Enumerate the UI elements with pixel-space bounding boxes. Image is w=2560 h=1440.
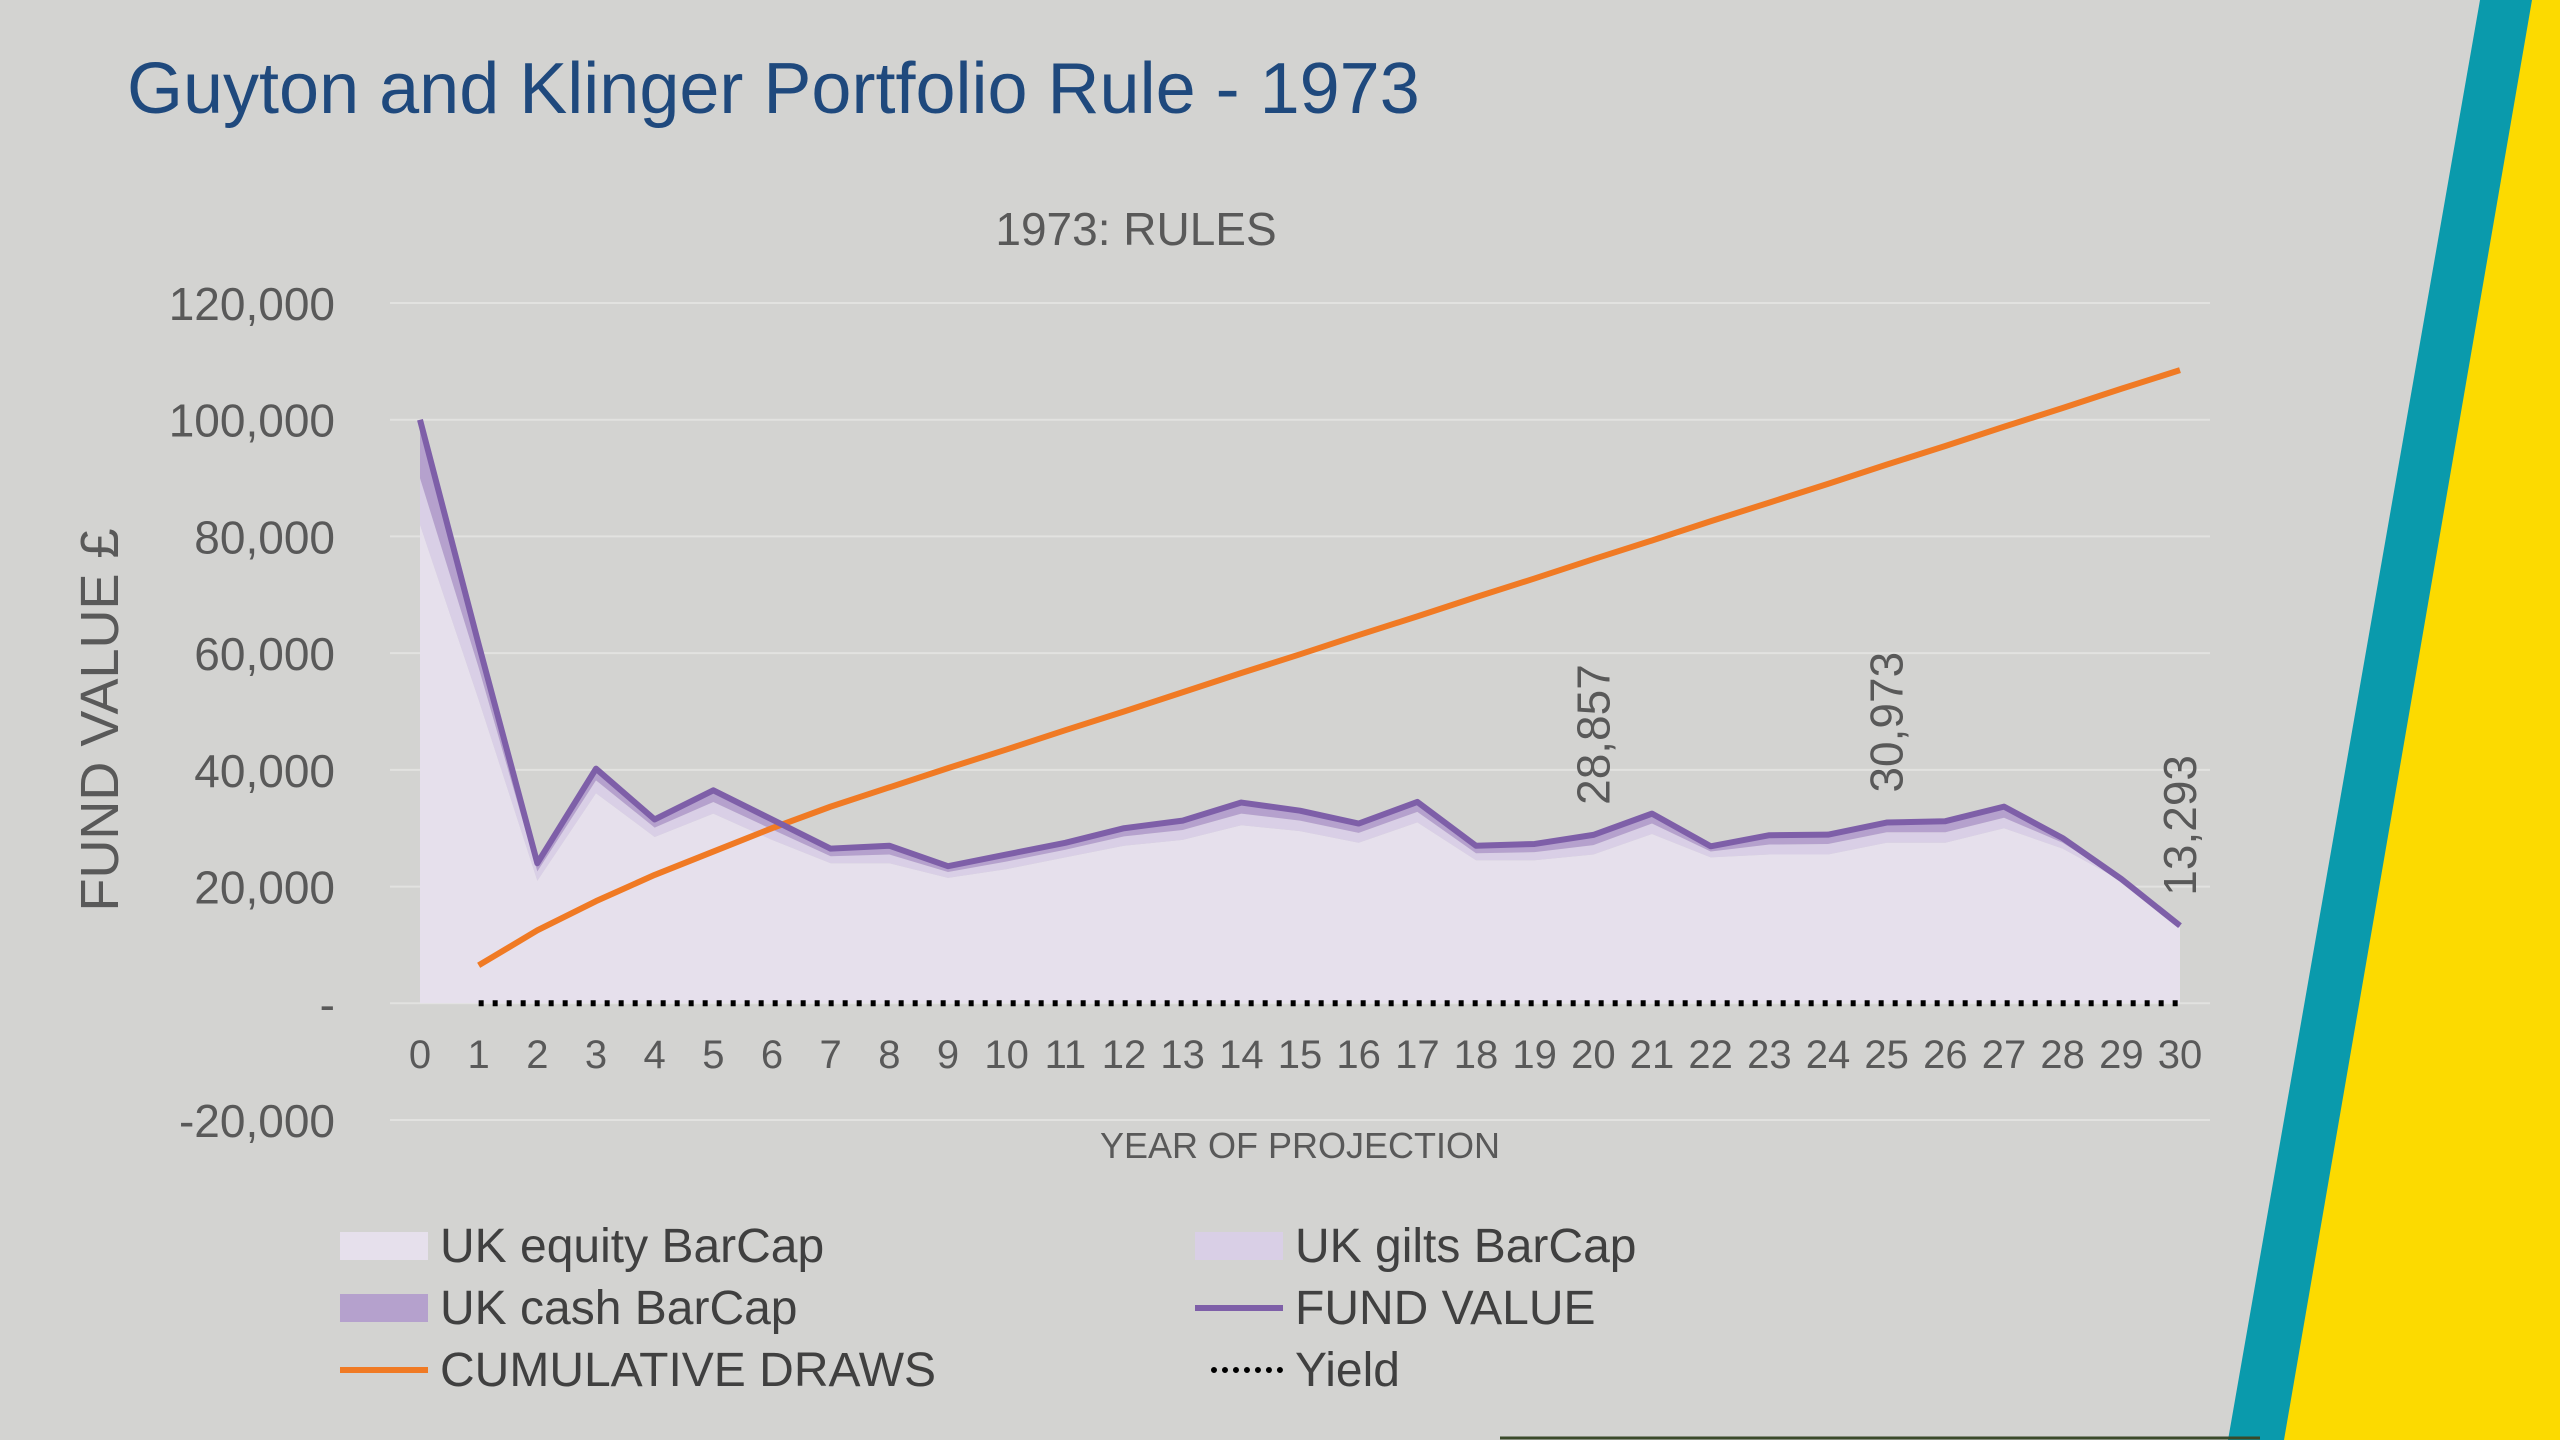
legend-swatch-gilts [1195, 1232, 1283, 1260]
chart-legend: UK equity BarCap UK gilts BarCap UK cash… [340, 1219, 1740, 1397]
y-tick-label: 20,000 [194, 862, 335, 914]
x-tick-label: 24 [1806, 1033, 1851, 1077]
y-tick-label: 60,000 [194, 628, 335, 680]
x-tick-label: 30 [2158, 1033, 2203, 1077]
x-tick-label: 11 [1045, 1033, 1087, 1077]
x-tick-label: 16 [1336, 1033, 1381, 1077]
x-tick-label: 1 [468, 1033, 490, 1077]
legend-swatch-yield [1211, 1367, 1283, 1373]
axis-ticks: -20,000-20,00040,00060,00080,000100,0001… [169, 278, 2203, 1147]
line-fund-value [417, 418, 2182, 929]
x-tick-label: 9 [937, 1033, 959, 1077]
x-tick-label: 26 [1923, 1033, 1968, 1077]
data-label: 30,973 [1861, 652, 1913, 793]
y-tick-label: -20,000 [179, 1095, 335, 1147]
x-tick-label: 14 [1219, 1033, 1264, 1077]
legend-item-cumulative-draws: CUMULATIVE DRAWS [340, 1343, 1195, 1397]
x-tick-label: 22 [1688, 1033, 1733, 1077]
x-tick-label: 18 [1454, 1033, 1499, 1077]
x-tick-label: 10 [984, 1033, 1029, 1077]
y-tick-label: - [320, 978, 335, 1030]
data-label: 28,857 [1567, 664, 1619, 805]
y-tick-label: 40,000 [194, 745, 335, 797]
legend-label-gilts: UK gilts BarCap [1295, 1219, 1637, 1273]
legend-item-gilts: UK gilts BarCap [1195, 1219, 1740, 1273]
legend-item-cash: UK cash BarCap [340, 1281, 1195, 1335]
legend-item-equity: UK equity BarCap [340, 1219, 1195, 1273]
legend-label-cumulative-draws: CUMULATIVE DRAWS [440, 1343, 937, 1397]
x-tick-label: 27 [1982, 1033, 2027, 1077]
x-tick-label: 29 [2099, 1033, 2144, 1077]
slide-title: Guyton and Klinger Portfolio Rule - 1973 [127, 49, 1420, 129]
data-labels: 28,857 30,973 13,293 [1567, 652, 2206, 896]
x-tick-label: 20 [1571, 1033, 1616, 1077]
x-tick-label: 15 [1278, 1033, 1323, 1077]
legend-swatch-fund-value [1195, 1305, 1283, 1311]
x-tick-label: 28 [2040, 1033, 2085, 1077]
x-tick-label: 17 [1395, 1033, 1440, 1077]
x-tick-label: 23 [1747, 1033, 1792, 1077]
y-tick-label: 120,000 [169, 278, 335, 330]
x-tick-label: 8 [878, 1033, 900, 1077]
x-tick-label: 4 [644, 1033, 666, 1077]
legend-swatch-equity [340, 1232, 428, 1260]
x-tick-label: 7 [820, 1033, 842, 1077]
x-tick-label: 6 [761, 1033, 783, 1077]
legend-label-yield: Yield [1295, 1343, 1400, 1397]
x-tick-label: 12 [1102, 1033, 1147, 1077]
x-tick-label: 13 [1160, 1033, 1205, 1077]
x-tick-label: 2 [526, 1033, 548, 1077]
x-axis-label: YEAR OF PROJECTION [1100, 1125, 1500, 1166]
x-tick-label: 25 [1864, 1033, 1909, 1077]
x-tick-label: 0 [409, 1033, 431, 1077]
legend-label-cash: UK cash BarCap [440, 1281, 798, 1335]
y-tick-label: 100,000 [169, 395, 335, 447]
legend-label-equity: UK equity BarCap [440, 1219, 825, 1273]
x-tick-label: 5 [702, 1033, 724, 1077]
legend-item-fund-value: FUND VALUE [1195, 1281, 1740, 1335]
y-axis-label: FUND VALUE £ [70, 528, 130, 911]
x-tick-label: 21 [1630, 1033, 1675, 1077]
line-cumulative-draws [477, 367, 2181, 968]
x-tick-label: 19 [1512, 1033, 1557, 1077]
chart-title: 1973: RULES [995, 203, 1276, 255]
y-tick-label: 80,000 [194, 511, 335, 563]
stacked-areas [420, 419, 2180, 1004]
data-label: 13,293 [2154, 755, 2206, 896]
series-lines [417, 367, 2182, 1007]
area-uk-equity [420, 524, 2180, 1004]
x-tick-label: 3 [585, 1033, 607, 1077]
legend-swatch-cash [340, 1294, 428, 1322]
legend-swatch-cumulative-draws [340, 1367, 428, 1373]
legend-label-fund-value: FUND VALUE [1295, 1281, 1596, 1335]
legend-item-yield: Yield [1195, 1343, 1740, 1397]
